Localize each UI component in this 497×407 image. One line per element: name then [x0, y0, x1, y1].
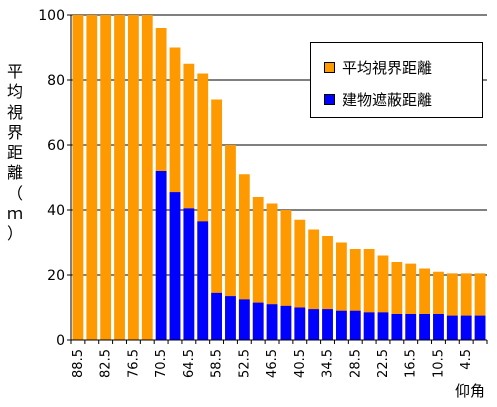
bar-average-46.5 [266, 203, 278, 340]
x-tick-label-34.5: 34.5 [321, 349, 336, 378]
bars [72, 15, 486, 340]
bar-average-64.5 [183, 63, 195, 340]
bar-average-34.5 [322, 236, 333, 340]
y-tick-label-100: 100 [38, 8, 65, 24]
bar-building-49.5 [252, 302, 264, 340]
legend-label-building: 建物遮蔽距離 [342, 91, 433, 109]
y-axis-label-char: 視 [6, 102, 23, 122]
x-tick-label-46.5: 46.5 [265, 349, 280, 378]
bar-average-85.5 [86, 15, 98, 340]
bar-average-37.5 [308, 229, 320, 340]
legend-label-average: 平均視界距離 [342, 59, 433, 77]
y-axis-label-char: 界 [6, 122, 23, 142]
bar-average-55.5 [225, 145, 236, 340]
bar-building-67.5 [169, 192, 181, 340]
bar-average-79.5 [114, 15, 125, 340]
bar-average-28.5 [349, 249, 361, 340]
bar-average-31.5 [335, 242, 347, 340]
x-axis-label: 仰角 [455, 382, 486, 400]
legend: 平均視界距離 建物遮蔽距離 [310, 42, 483, 118]
bar-building-16.5 [405, 314, 417, 340]
bar-building-58.5 [211, 292, 223, 340]
bar-building-37.5 [308, 309, 320, 340]
x-tick-label-40.5: 40.5 [293, 349, 308, 378]
y-tick-label-60: 60 [47, 138, 65, 154]
bar-average-61.5 [197, 73, 209, 340]
bar-building-19.5 [391, 314, 403, 340]
bar-building-22.5 [377, 312, 389, 340]
bar-building-61.5 [197, 221, 209, 340]
bar-average-43.5 [280, 210, 292, 340]
bar-building-55.5 [225, 296, 236, 340]
bar-average-52.5 [238, 174, 250, 340]
legend-item-average: 平均視界距離 [324, 57, 432, 78]
y-axis-label-char: 均 [6, 82, 23, 102]
bar-average-1.5 [474, 273, 486, 340]
bar-average-16.5 [405, 263, 417, 340]
bar-building-31.5 [335, 310, 347, 340]
bar-building-46.5 [266, 304, 278, 340]
bar-average-76.5 [127, 15, 139, 340]
x-tick-label-4.5: 4.5 [459, 349, 474, 370]
x-tick-label-82.5: 82.5 [99, 349, 114, 378]
bar-average-22.5 [377, 255, 389, 340]
y-axis-label-char: ｍ [6, 204, 23, 224]
x-tick-label-28.5: 28.5 [348, 349, 363, 378]
y-tick-label-40: 40 [47, 203, 65, 219]
bar-building-34.5 [322, 309, 333, 340]
bar-average-82.5 [100, 15, 112, 340]
bar-building-43.5 [280, 305, 292, 340]
y-axis-label-char: （ [6, 183, 23, 203]
y-tick-label-80: 80 [47, 73, 65, 89]
x-tick-label-58.5: 58.5 [210, 349, 225, 378]
bar-building-10.5 [433, 314, 444, 340]
x-tick-label-52.5: 52.5 [237, 349, 252, 378]
legend-swatch-building [324, 94, 335, 105]
bar-average-58.5 [211, 99, 223, 340]
y-tick-label-20: 20 [47, 268, 65, 284]
bar-building-7.5 [446, 315, 458, 340]
bar-building-70.5 [155, 171, 167, 340]
bar-average-19.5 [391, 262, 403, 340]
bar-building-25.5 [363, 312, 375, 340]
x-tick-label-16.5: 16.5 [404, 349, 419, 378]
x-tick-label-70.5: 70.5 [154, 349, 169, 378]
x-tick-labels: 88.5 82.5 76.5 70.5 64.5 58.5 52.5 46.5 40.5 34.5… [71, 349, 474, 378]
x-tick-label-22.5: 22.5 [376, 349, 391, 378]
bar-average-4.5 [460, 273, 472, 340]
bar-average-73.5 [141, 15, 153, 340]
y-axis-label-char: ） [6, 224, 23, 244]
bar-building-40.5 [294, 307, 306, 340]
x-tick-label-88.5: 88.5 [71, 349, 86, 378]
bar-building-13.5 [419, 314, 431, 340]
bar-average-25.5 [363, 249, 375, 340]
axes [67, 14, 488, 344]
legend-swatch-average [324, 62, 335, 73]
x-tick-label-10.5: 10.5 [431, 349, 446, 378]
y-axis-label-char: 離 [6, 163, 23, 183]
legend-item-building: 建物遮蔽距離 [324, 89, 432, 110]
bar-building-4.5 [460, 315, 472, 340]
bar-average-49.5 [252, 197, 264, 340]
bar-average-13.5 [419, 268, 431, 340]
x-tick-label-76.5: 76.5 [126, 349, 141, 378]
y-axis-label: 平均視界距離（ｍ） [4, 62, 26, 245]
bar-average-88.5 [72, 15, 84, 340]
bar-building-52.5 [238, 299, 250, 340]
bar-building-64.5 [183, 208, 195, 340]
x-tick-label-64.5: 64.5 [182, 349, 197, 378]
bar-average-40.5 [294, 219, 306, 340]
bar-average-7.5 [446, 273, 458, 340]
y-tick-labels: 0 20 40 60 80 100 [38, 8, 65, 349]
bar-building-28.5 [349, 310, 361, 340]
y-tick-label-0: 0 [56, 333, 65, 349]
bar-building-1.5 [474, 315, 486, 340]
y-axis-label-char: 平 [6, 62, 23, 81]
y-axis-label-char: 距 [6, 143, 23, 163]
bar-average-10.5 [433, 271, 444, 340]
